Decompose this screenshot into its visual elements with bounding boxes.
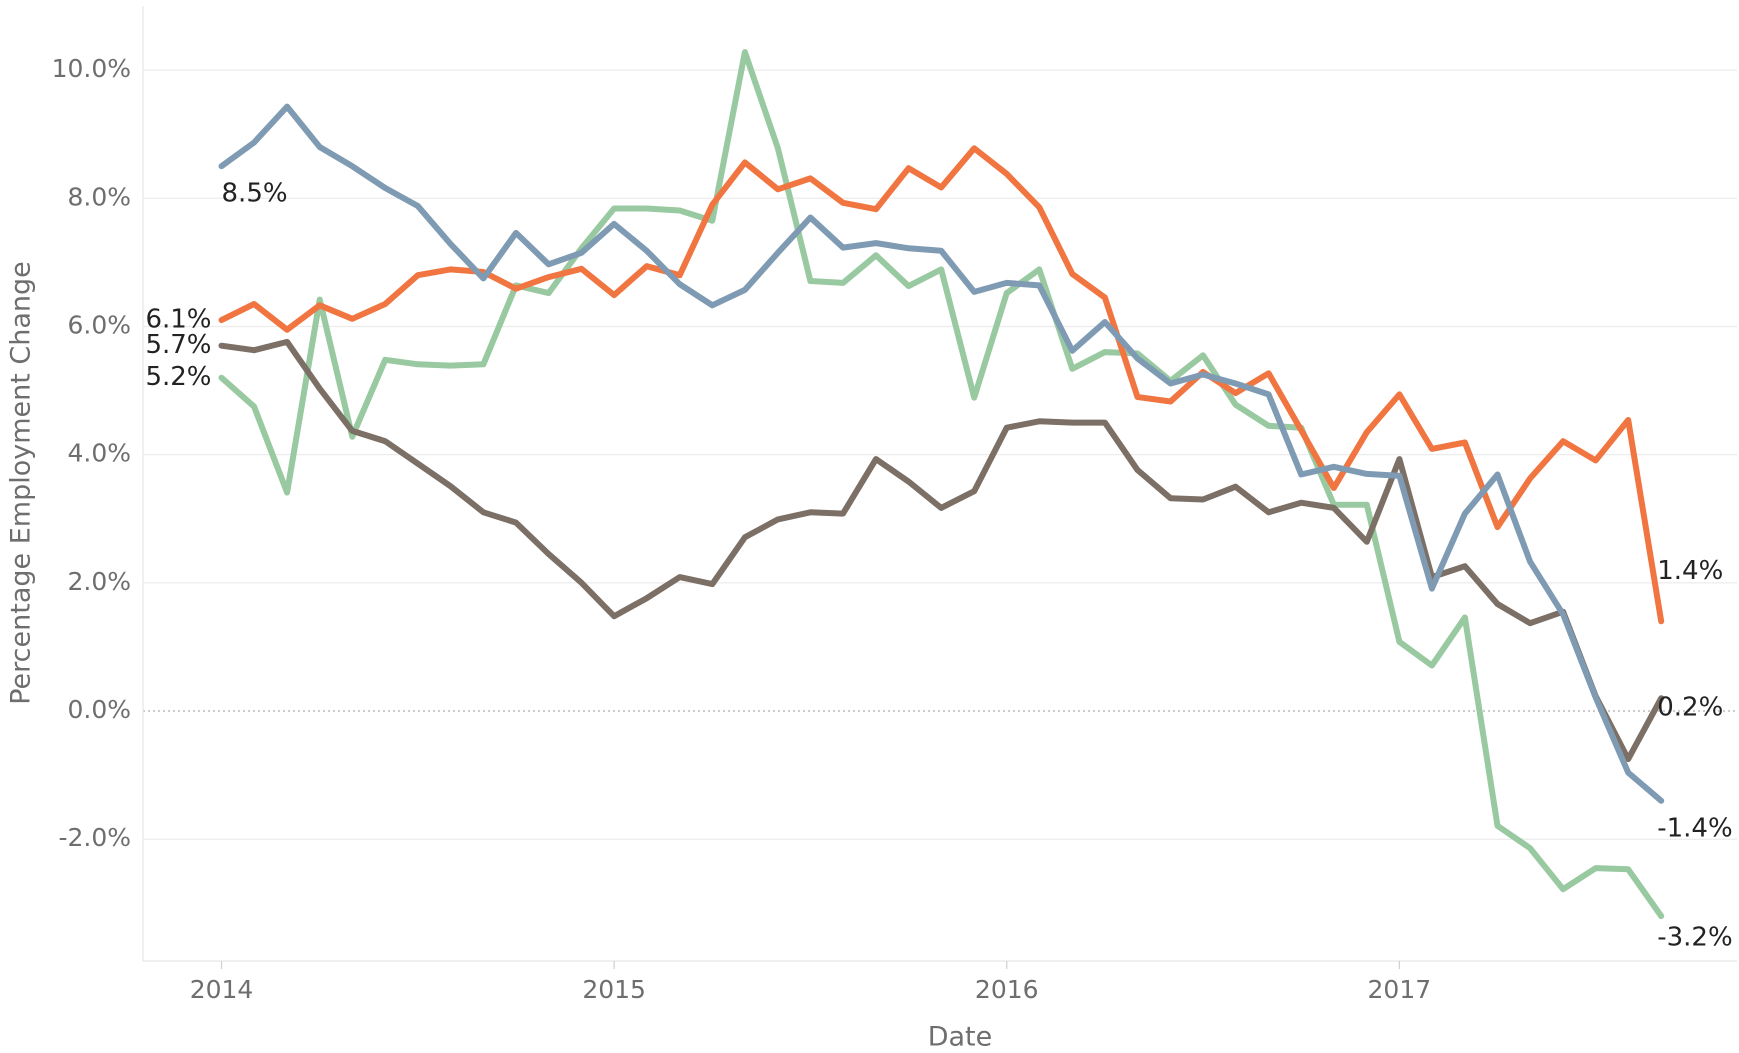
data-label: 5.7% — [145, 330, 211, 360]
data-label: 1.4% — [1657, 556, 1723, 586]
y-tick-label: -2.0% — [58, 823, 131, 852]
series-line — [218, 145, 1665, 625]
x-tick-label: 2017 — [1368, 975, 1432, 1004]
series-line — [218, 103, 1665, 804]
y-tick-label: 6.0% — [67, 310, 131, 339]
data-label: -3.2% — [1657, 923, 1732, 953]
data-label: 8.5% — [222, 179, 288, 209]
data-label: 5.2% — [145, 362, 211, 392]
x-tick-label: 2016 — [975, 975, 1039, 1004]
x-tick-label: 2014 — [190, 975, 254, 1004]
x-axis-title: Date — [928, 1022, 993, 1053]
series-line — [218, 49, 1665, 920]
y-tick-label: 0.0% — [67, 695, 131, 724]
y-tick-label: 2.0% — [67, 567, 131, 596]
data-label: 6.1% — [145, 305, 211, 335]
data-label: 0.2% — [1657, 693, 1723, 723]
x-tick-label: 2015 — [582, 975, 646, 1004]
y-tick-label: 10.0% — [52, 54, 131, 83]
y-tick-label: 4.0% — [67, 439, 131, 468]
y-tick-label: 8.0% — [67, 182, 131, 211]
data-label: -1.4% — [1657, 813, 1732, 843]
series-line — [218, 338, 1665, 763]
y-axis-title: Percentage Employment Change — [6, 261, 37, 705]
